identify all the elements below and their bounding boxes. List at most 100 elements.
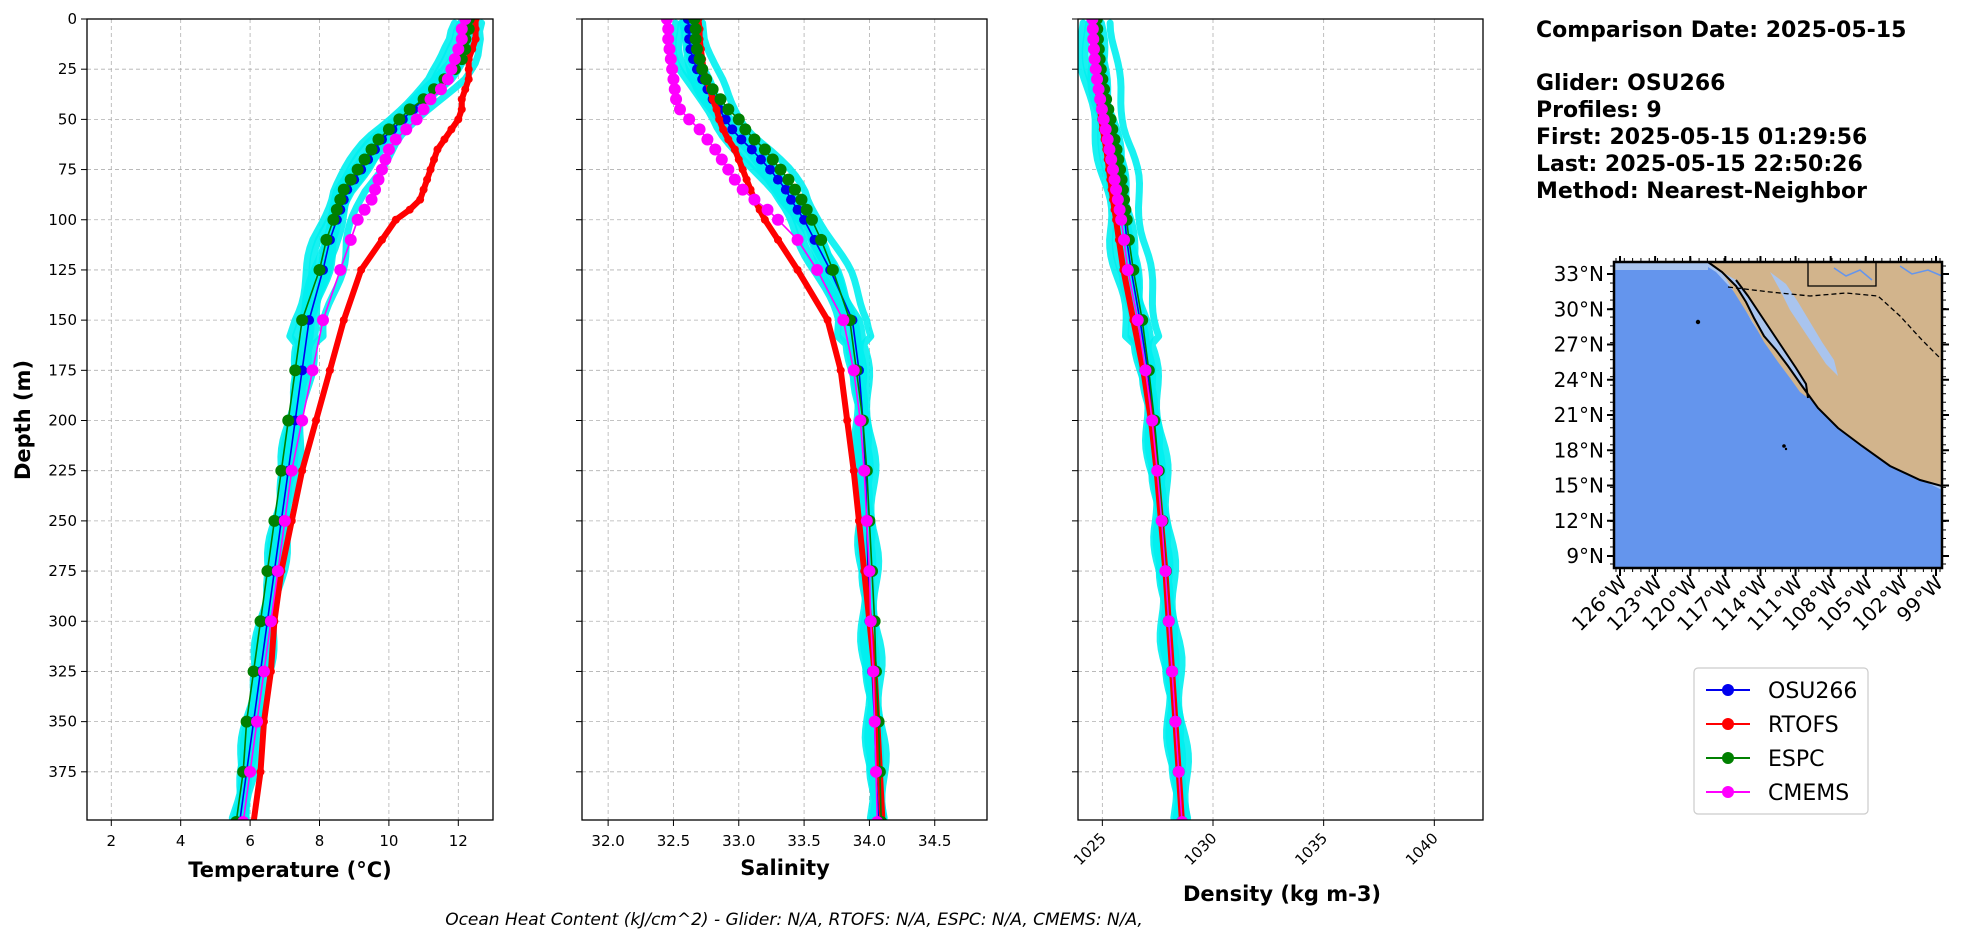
- cmems-point: [811, 263, 824, 276]
- cmems-point: [1086, 19, 1099, 25]
- cmems-point: [1106, 163, 1119, 176]
- cmems-point: [306, 364, 319, 377]
- cmems-point: [854, 414, 867, 427]
- legend-swatch-marker: [1722, 786, 1734, 798]
- espc-point: [815, 233, 828, 246]
- rtofs-point: [423, 175, 432, 184]
- cmems-point: [722, 163, 735, 176]
- cmems-point: [670, 93, 683, 106]
- rtofs-point: [405, 205, 414, 214]
- cmems-point: [1087, 33, 1100, 46]
- osu266-point: [786, 194, 797, 205]
- density-data: [1078, 19, 1192, 820]
- x-tick-label: 1040: [1402, 829, 1442, 869]
- cmems-point: [662, 23, 675, 36]
- cmems-point: [673, 103, 686, 116]
- espc-point: [732, 113, 745, 126]
- cmems-point: [1111, 193, 1124, 206]
- y-tick-label: 50: [58, 110, 77, 128]
- legend-item-cmems: CMEMS: [1706, 781, 1849, 806]
- cmems-point: [858, 464, 871, 477]
- rtofs-point: [730, 145, 739, 154]
- espc-point: [268, 514, 281, 527]
- cmems-point: [693, 123, 706, 136]
- island-3: [1784, 447, 1788, 451]
- map-borders: [1727, 286, 1942, 361]
- depth-axis-label: Depth (m): [11, 360, 35, 480]
- cmems-point: [271, 565, 284, 578]
- cmems-point: [455, 23, 468, 36]
- cmems-point: [237, 816, 249, 820]
- espc-point: [795, 193, 808, 206]
- legend-label: CMEMS: [1768, 781, 1849, 806]
- cmems-point: [417, 103, 430, 116]
- cmems-point: [1113, 203, 1126, 216]
- cmems-point: [410, 113, 423, 126]
- cmems-point: [736, 183, 749, 196]
- cmems-point: [1169, 715, 1182, 728]
- map-lat-label: 12°N: [1554, 509, 1604, 533]
- cmems-point: [1087, 43, 1100, 56]
- cmems-point: [701, 133, 714, 146]
- location-map: 33°N30°N27°N24°N21°N18°N15°N12°N9°N126°W…: [1554, 256, 1949, 636]
- cmems-point: [445, 63, 458, 76]
- osu266-point: [746, 144, 757, 155]
- rtofs-point: [433, 145, 442, 154]
- y-tick-label: 125: [48, 261, 77, 279]
- osu266-point: [792, 204, 803, 215]
- cmems-point: [1108, 173, 1121, 186]
- cmems-point: [264, 615, 277, 628]
- x-tick-label: 34.5: [918, 832, 951, 850]
- y-tick-label: 75: [58, 161, 77, 179]
- x-tick-label: 32.0: [591, 832, 624, 850]
- espc-point: [289, 364, 302, 377]
- espc-point: [826, 263, 839, 276]
- y-tick-label: 150: [48, 311, 77, 329]
- cmems-point: [666, 63, 679, 76]
- espc-point: [766, 153, 779, 166]
- x-tick-label: 33.5: [787, 832, 820, 850]
- cmems-point: [400, 123, 413, 136]
- cmems-point: [285, 464, 298, 477]
- rtofs-point: [454, 115, 463, 124]
- cmems-point: [1089, 63, 1102, 76]
- cmems-point: [365, 193, 378, 206]
- first-profile-time: First: 2025-05-15 01:29:56: [1536, 125, 1867, 150]
- rtofs-point: [447, 125, 456, 134]
- cmems-point: [455, 33, 468, 46]
- cmems-point: [1146, 414, 1159, 427]
- espc-point: [800, 203, 813, 216]
- rtofs-point: [823, 316, 832, 325]
- cmems-point: [1118, 233, 1131, 246]
- rtofs-point: [854, 516, 863, 525]
- cmems-point: [1121, 263, 1134, 276]
- y-tick-label: 300: [48, 612, 77, 630]
- cmems-point: [1115, 213, 1128, 226]
- cmems-point: [668, 83, 681, 96]
- cmems-point: [369, 183, 382, 196]
- salinity-data: [660, 19, 890, 820]
- espc-point: [690, 43, 703, 56]
- map-us-border: [1807, 262, 1877, 287]
- cmems-point: [1151, 464, 1164, 477]
- espc-point: [714, 93, 727, 106]
- espc-point: [403, 103, 416, 116]
- espc-point: [344, 173, 357, 186]
- cmems-point: [1086, 23, 1099, 36]
- glider-raw-profile: [236, 19, 465, 820]
- legend-swatch-marker: [1722, 752, 1734, 764]
- cmems-point: [667, 73, 680, 86]
- cmems-point: [748, 193, 761, 206]
- espc-point: [774, 163, 787, 176]
- profile-count: Profiles: 9: [1536, 98, 1662, 123]
- cmems-point: [1103, 143, 1116, 156]
- cmems-point: [709, 143, 722, 156]
- temperature-panel: 2 4 6 8 10 12 0 25 50 75 100 125 150 175 200 225 250 275 3…: [48, 10, 494, 850]
- x-tick-label: 4: [176, 832, 186, 850]
- espc-point: [240, 715, 253, 728]
- y-tick-label: 350: [48, 713, 77, 731]
- cmems-point: [1166, 665, 1179, 678]
- espc-point: [327, 213, 340, 226]
- rtofs-line: [250, 19, 479, 820]
- rtofs-point: [339, 316, 348, 325]
